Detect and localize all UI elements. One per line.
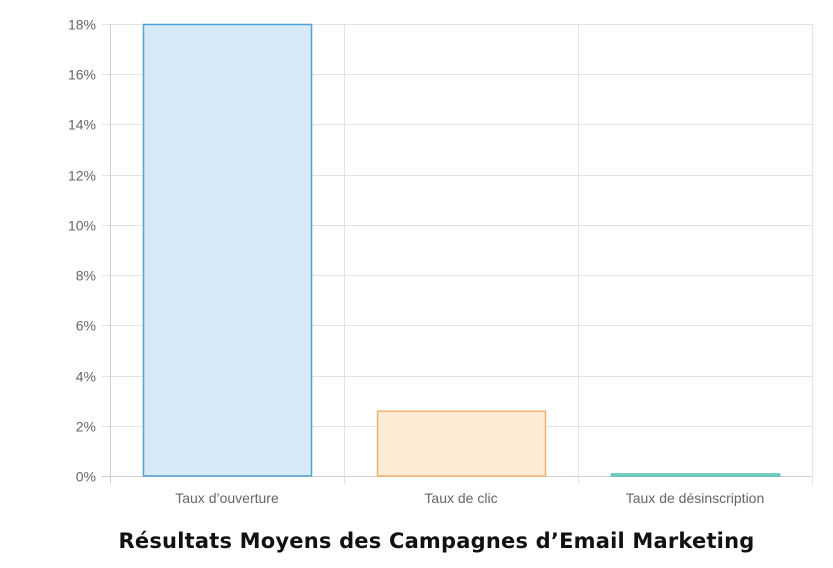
y-tick-label: 8%: [76, 268, 96, 284]
y-axis-ticks: 0% 2% 4% 6% 8% 10% 12% 14% 16% 18%: [68, 17, 96, 485]
y-tick-label: 14%: [68, 117, 96, 133]
y-tick-label: 10%: [68, 218, 96, 234]
y-tick-label: 18%: [68, 17, 96, 33]
y-tick-label: 0%: [76, 469, 96, 485]
y-tick-label: 2%: [76, 419, 96, 435]
x-axis-ticks: Taux d’ouverture Taux de clic Taux de dési…: [175, 490, 764, 506]
chart-title: Résultats Moyens des Campagnes d’Email M…: [118, 529, 755, 553]
x-tick-label: Taux d’ouverture: [175, 490, 279, 506]
y-tick-label: 4%: [76, 369, 96, 385]
y-tick-label: 6%: [76, 318, 96, 334]
x-tick-label: Taux de désinscription: [626, 490, 765, 506]
y-tick-label: 12%: [68, 168, 96, 184]
bar: [142, 23, 313, 477]
bar: [376, 410, 547, 477]
x-tick-label: Taux de clic: [424, 490, 497, 506]
bars: [142, 23, 781, 477]
bar: [610, 473, 781, 477]
y-tick-label: 16%: [68, 67, 96, 83]
bar-chart: 0% 2% 4% 6% 8% 10% 12% 14% 16% 18% Taux d’ouvertu…: [68, 17, 813, 506]
